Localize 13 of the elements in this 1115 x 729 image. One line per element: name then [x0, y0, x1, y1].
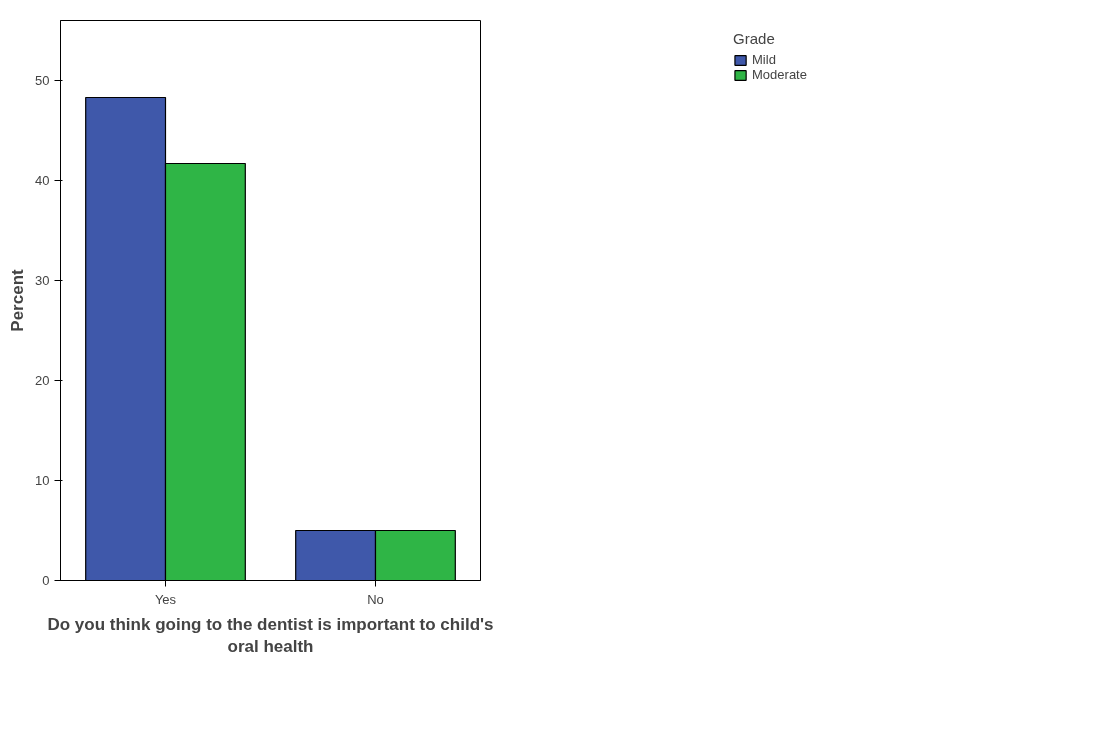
y-axis-title: Percent — [8, 268, 28, 332]
y-tick-label: 20 — [35, 373, 50, 388]
y-tick-label: 0 — [42, 573, 50, 588]
y-tick-label: 10 — [35, 473, 50, 488]
legend-title: Grade — [733, 30, 776, 47]
x-tick-label: No — [367, 591, 384, 607]
legend-label: Mild — [752, 52, 776, 67]
x-tick-label: Yes — [154, 591, 177, 607]
y-tick-label: 30 — [35, 273, 50, 288]
legend-label: Moderate — [752, 67, 807, 82]
y-tick-label: 50 — [35, 73, 50, 88]
y-tick-label: 40 — [35, 173, 50, 188]
x-axis-title: Do you think going to the dentist is important to child's oral health — [47, 614, 494, 657]
